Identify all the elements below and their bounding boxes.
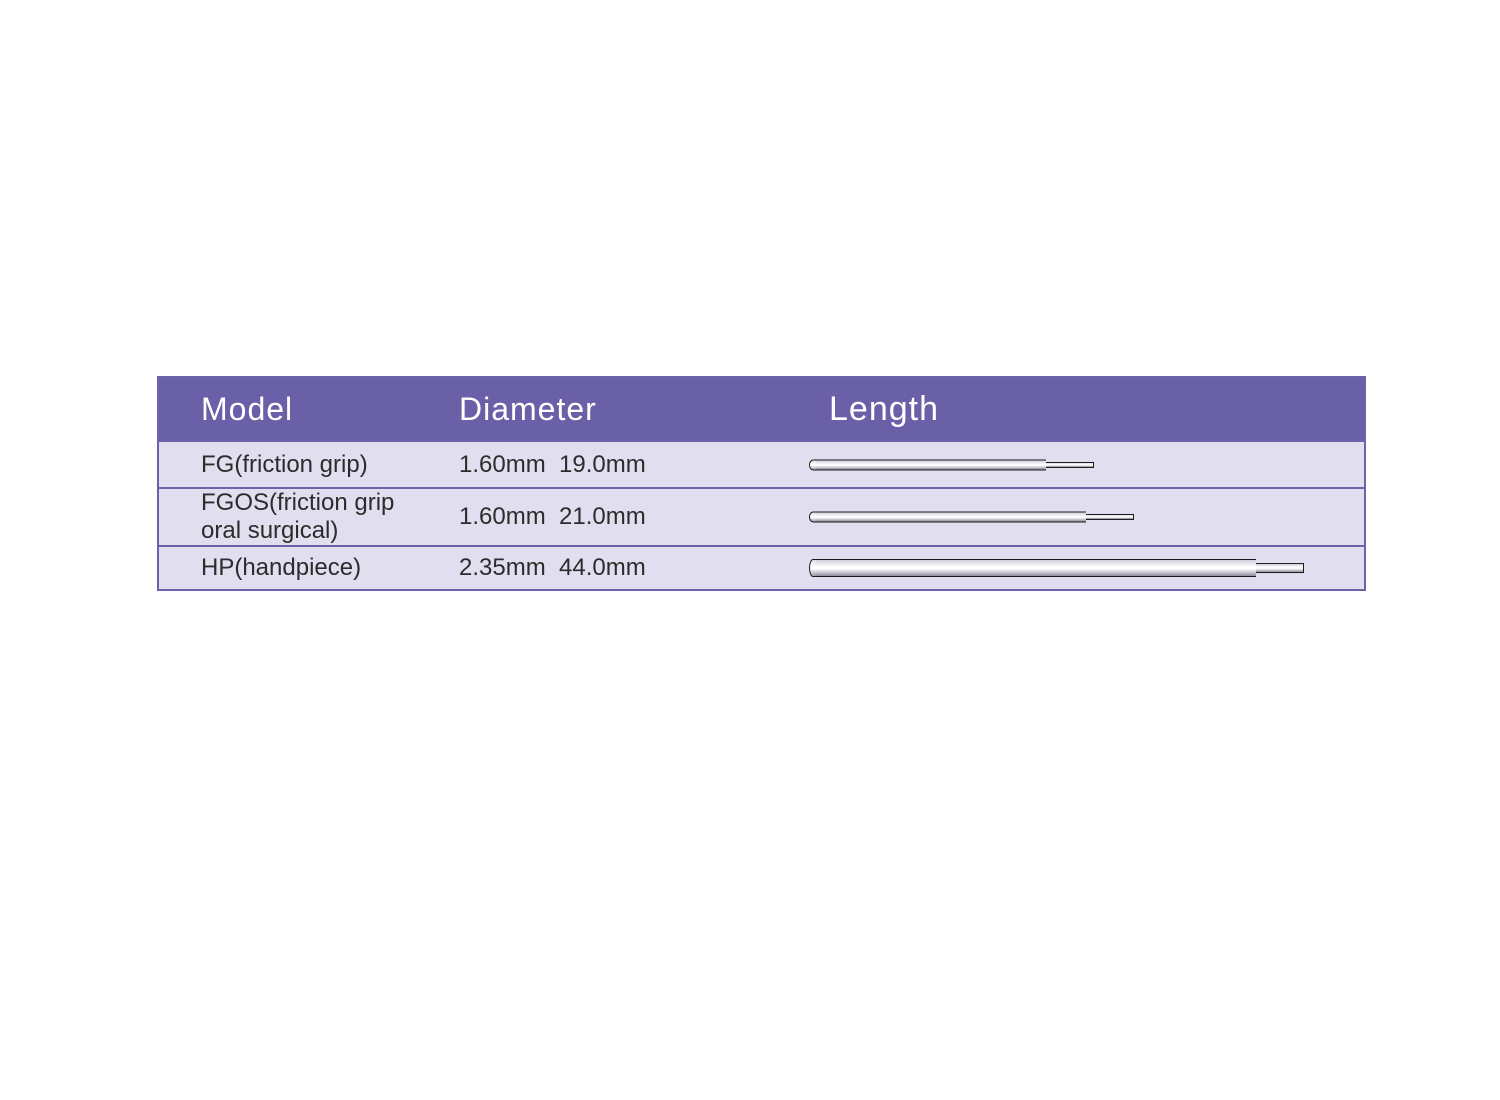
header-model: Model xyxy=(159,391,459,428)
header-diameter: Diameter xyxy=(459,391,759,428)
cell-length xyxy=(759,559,1364,577)
header-length: Length xyxy=(759,390,1364,429)
bur-icon xyxy=(809,459,1094,470)
table-row: FG(friction grip) 1.60mm 19.0mm xyxy=(159,440,1364,487)
table-header-row: Model Diameter Length xyxy=(159,378,1364,440)
table-row: FGOS(friction grip oral surgical) 1.60mm… xyxy=(159,487,1364,545)
cell-diameter: 1.60mm 19.0mm xyxy=(459,451,759,479)
bur-icon xyxy=(809,559,1304,577)
bur-icon xyxy=(809,512,1134,523)
cell-length xyxy=(759,459,1364,470)
table-row: HP(handpiece) 2.35mm 44.0mm xyxy=(159,545,1364,589)
cell-model: FGOS(friction grip oral surgical) xyxy=(159,489,459,544)
cell-model: HP(handpiece) xyxy=(159,554,459,582)
cell-diameter: 2.35mm 44.0mm xyxy=(459,554,759,582)
cell-length xyxy=(759,512,1364,523)
cell-diameter: 1.60mm 21.0mm xyxy=(459,503,759,531)
cell-model: FG(friction grip) xyxy=(159,451,459,479)
spec-table: Model Diameter Length FG(friction grip) … xyxy=(157,376,1366,591)
